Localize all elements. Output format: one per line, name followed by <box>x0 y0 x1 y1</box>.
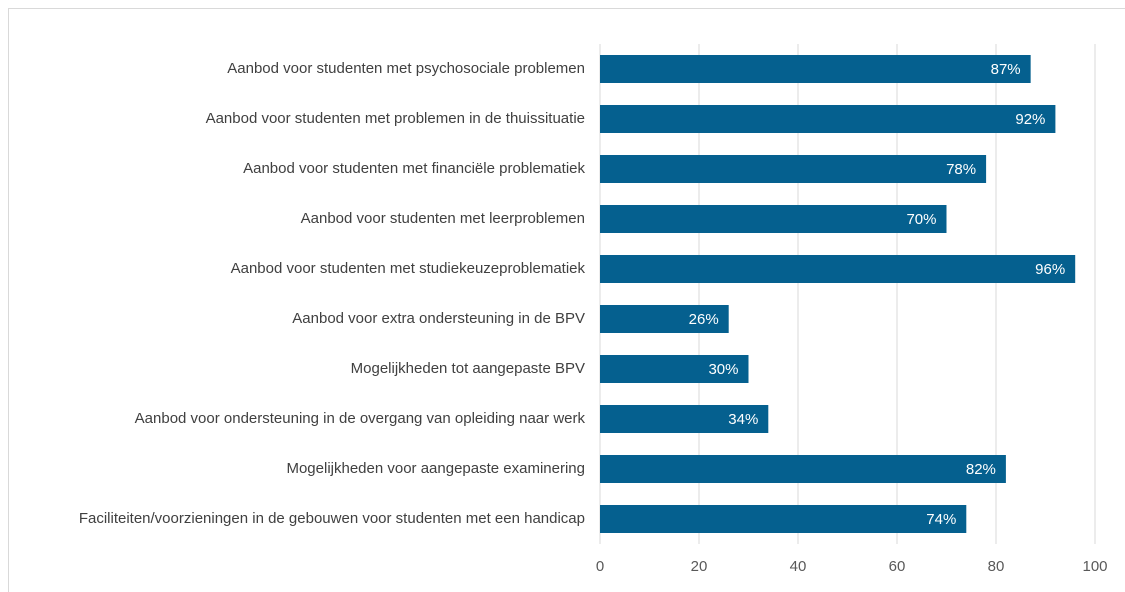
y-tick-label: Aanbod voor extra ondersteuning in de BP… <box>292 310 585 327</box>
bar <box>600 105 1056 133</box>
value-label: 96% <box>1035 261 1065 278</box>
bar <box>600 55 1031 83</box>
value-label: 34% <box>728 411 758 428</box>
value-label: 70% <box>906 211 936 228</box>
x-tick-label: 0 <box>596 558 604 575</box>
y-tick-label: Aanbod voor ondersteuning in de overgang… <box>134 410 585 427</box>
x-tick-label: 20 <box>691 558 708 575</box>
value-label: 92% <box>1015 111 1045 128</box>
x-tick-label: 100 <box>1082 558 1107 575</box>
chart-border <box>8 8 1125 592</box>
value-label: 74% <box>926 511 956 528</box>
x-tick-label: 40 <box>790 558 807 575</box>
y-tick-label: Faciliteiten/voorzieningen in de gebouwe… <box>78 510 585 527</box>
bar <box>600 405 769 433</box>
x-tick-label: 80 <box>988 558 1005 575</box>
y-tick-label: Aanbod voor studenten met psychosociale … <box>227 60 585 77</box>
bar <box>600 355 749 383</box>
value-label: 78% <box>946 161 976 178</box>
y-tick-label: Aanbod voor studenten met problemen in d… <box>205 110 585 127</box>
bar <box>600 305 729 333</box>
value-label: 30% <box>708 361 738 378</box>
value-label: 26% <box>689 311 719 328</box>
bar <box>600 205 947 233</box>
value-label: 82% <box>966 461 996 478</box>
x-tick-label: 60 <box>889 558 906 575</box>
y-tick-label: Aanbod voor studenten met financiële pro… <box>243 160 585 177</box>
value-label: 87% <box>991 61 1021 78</box>
y-tick-label: Aanbod voor studenten met leerproblemen <box>300 210 585 227</box>
y-tick-label: Mogelijkheden tot aangepaste BPV <box>350 360 585 377</box>
y-tick-label: Mogelijkheden voor aangepaste examinerin… <box>286 460 585 477</box>
bar <box>600 255 1076 283</box>
y-tick-label: Aanbod voor studenten met studiekeuzepro… <box>230 260 585 277</box>
bar <box>600 505 967 533</box>
bar <box>600 155 987 183</box>
bar <box>600 455 1006 483</box>
